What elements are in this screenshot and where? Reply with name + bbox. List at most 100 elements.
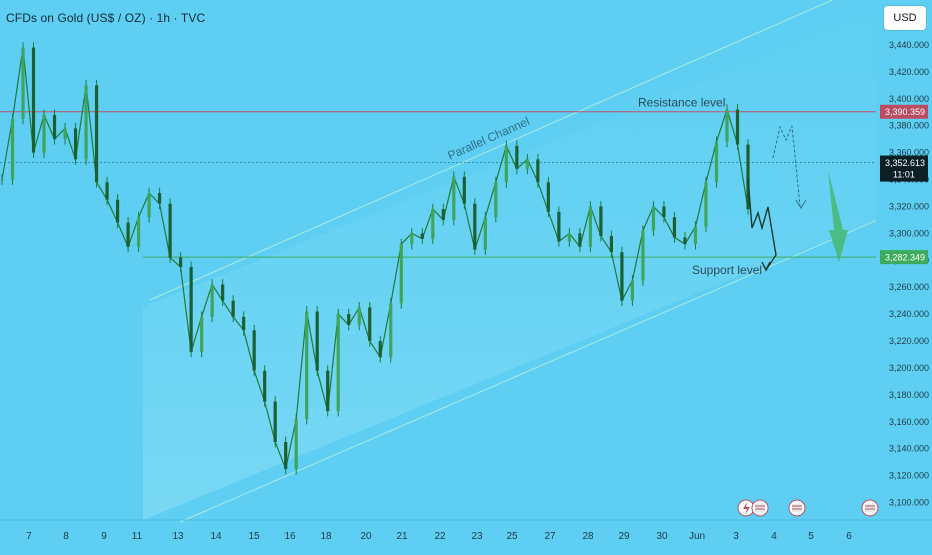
- x-tick-label: 23: [471, 531, 483, 542]
- x-tick-label: 8: [63, 531, 69, 542]
- arrow-head-icon: [761, 261, 771, 272]
- candle-body: [704, 182, 708, 227]
- candle-body: [126, 222, 130, 247]
- y-tick-label: 3,400.000: [889, 94, 929, 104]
- candle-body: [210, 284, 214, 317]
- candle-body: [200, 316, 204, 352]
- candle-body: [336, 314, 340, 412]
- countdown-label: 11:01: [893, 170, 915, 180]
- candle-body: [683, 237, 687, 245]
- y-tick-label: 3,140.000: [889, 444, 929, 454]
- candle-body: [515, 145, 519, 169]
- currency-button[interactable]: USD: [884, 6, 926, 30]
- candle-body: [483, 217, 487, 250]
- event-icon-us-flag-1[interactable]: [751, 499, 769, 517]
- candle-body: [73, 128, 78, 160]
- current-price-box: [880, 155, 928, 182]
- y-tick-label: 3,420.000: [889, 67, 929, 77]
- candle-body: [693, 226, 698, 245]
- candle-body: [630, 280, 635, 301]
- candle-body: [21, 47, 25, 119]
- channel-shading: [143, 0, 905, 520]
- channel-upper-line[interactable]: [149, 0, 905, 301]
- x-tick-label: 20: [360, 531, 372, 542]
- candle-body: [578, 233, 582, 247]
- parallel-channel[interactable]: [149, 0, 906, 523]
- y-tick-label: 3,320.000: [889, 201, 929, 211]
- candle-body: [52, 114, 57, 140]
- support-label: Support level: [692, 263, 762, 277]
- candle-body: [294, 419, 298, 469]
- dashed-arrow-head-icon: [795, 199, 807, 209]
- price-series: [0, 42, 750, 475]
- x-tick-label: 16: [284, 531, 296, 542]
- projection-path-dashed: [772, 125, 801, 207]
- candle-body: [609, 236, 614, 253]
- candle-body: [378, 341, 382, 358]
- y-tick-label: 3,440.000: [889, 40, 929, 50]
- candle-body: [462, 176, 466, 204]
- x-tick-label: 5: [808, 531, 814, 542]
- candle-body: [357, 307, 361, 325]
- candle-body: [368, 307, 372, 342]
- y-tick-label: 3,220.000: [889, 336, 929, 346]
- time-axis[interactable]: 7 8 9 11 13 14 15 16 18 20 21 22 23 25 27 28 29 30 Jun 3 4 5 6: [26, 531, 852, 542]
- candle-body: [136, 217, 141, 247]
- candle-body: [536, 159, 540, 183]
- candle-body: [221, 284, 225, 301]
- candle-body: [347, 314, 351, 325]
- candle-body: [10, 118, 15, 180]
- x-tick-label: 9: [101, 531, 107, 542]
- candle-body: [546, 182, 550, 212]
- event-icon-us-flag-3[interactable]: [861, 499, 879, 517]
- candle-body: [567, 233, 571, 242]
- resistance-price-label: 3,390.359: [885, 107, 925, 117]
- candle-body: [588, 206, 592, 247]
- x-tick-label: 15: [248, 531, 260, 542]
- channel-lower-line[interactable]: [179, 207, 906, 523]
- candle-body: [31, 47, 36, 153]
- candle-body: [0, 179, 4, 181]
- candle-body: [557, 211, 561, 242]
- candle-body: [473, 203, 477, 250]
- candle-body: [494, 182, 498, 218]
- candle-body: [63, 128, 67, 140]
- candle-body: [179, 257, 183, 268]
- candle-body: [746, 144, 750, 210]
- candle-body: [242, 316, 246, 331]
- candle-body: [725, 109, 729, 142]
- candle-body: [420, 233, 424, 239]
- candle-body: [641, 230, 645, 281]
- candle-body: [672, 217, 677, 238]
- candle-body: [42, 114, 46, 153]
- x-tick-label: 4: [771, 531, 777, 542]
- candle-body: [168, 203, 172, 258]
- down-arrow-icon: [828, 170, 848, 262]
- candle-body: [147, 192, 151, 218]
- candle-body: [441, 209, 445, 220]
- support-price-label: 3,282.349: [885, 253, 925, 263]
- x-tick-label: 6: [846, 531, 852, 542]
- x-tick-label: 25: [506, 531, 518, 542]
- candle-body: [714, 141, 719, 183]
- candle-body: [431, 209, 435, 239]
- projection-path-solid: [747, 177, 777, 271]
- y-tick-label: 3,260.000: [889, 282, 929, 292]
- candle-body: [305, 311, 309, 420]
- x-tick-label: 28: [582, 531, 594, 542]
- y-tick-label: 3,120.000: [889, 471, 929, 481]
- y-tick-label: 3,240.000: [889, 309, 929, 319]
- candle-body: [273, 401, 277, 443]
- candle-body: [252, 330, 256, 371]
- candle-body: [389, 303, 393, 358]
- us-flag-icon: [865, 504, 875, 512]
- x-tick-label: 18: [320, 531, 332, 542]
- y-tick-label: 3,180.000: [889, 390, 929, 400]
- candle-body: [315, 311, 319, 371]
- symbol-title[interactable]: CFDs on Gold (US$ / OZ) · 1h · TVC: [6, 11, 206, 25]
- lightning-icon: [743, 502, 750, 515]
- event-icon-us-flag-2[interactable]: [788, 499, 806, 517]
- candle-body: [504, 145, 508, 183]
